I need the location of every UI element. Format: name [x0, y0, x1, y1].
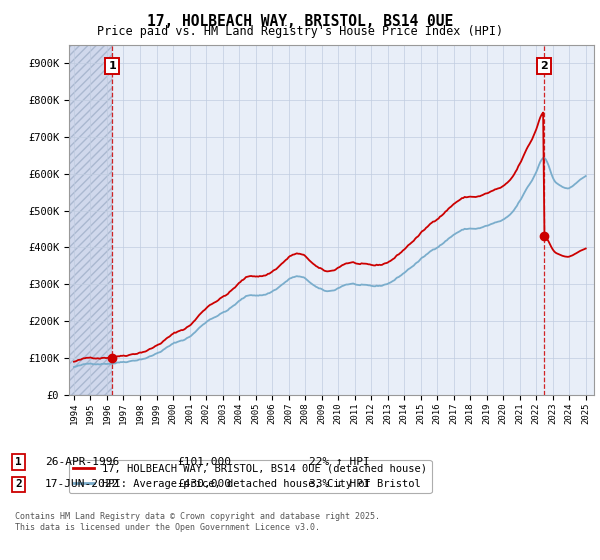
- Bar: [69, 45, 112, 395]
- Text: 17-JUN-2022: 17-JUN-2022: [45, 479, 119, 489]
- Text: 26-APR-1996: 26-APR-1996: [45, 457, 119, 467]
- Text: 1: 1: [15, 457, 22, 467]
- Text: 33% ↓ HPI: 33% ↓ HPI: [309, 479, 370, 489]
- Text: Price paid vs. HM Land Registry's House Price Index (HPI): Price paid vs. HM Land Registry's House …: [97, 25, 503, 38]
- Text: 2: 2: [15, 479, 22, 489]
- Text: 22% ↑ HPI: 22% ↑ HPI: [309, 457, 370, 467]
- Bar: [69, 45, 112, 395]
- Text: 2: 2: [540, 61, 548, 71]
- Legend: 17, HOLBEACH WAY, BRISTOL, BS14 0UE (detached house), HPI: Average price, detach: 17, HOLBEACH WAY, BRISTOL, BS14 0UE (det…: [69, 460, 431, 493]
- Text: 1: 1: [109, 61, 116, 71]
- Text: 17, HOLBEACH WAY, BRISTOL, BS14 0UE: 17, HOLBEACH WAY, BRISTOL, BS14 0UE: [147, 14, 453, 29]
- Text: £101,000: £101,000: [177, 457, 231, 467]
- Text: Contains HM Land Registry data © Crown copyright and database right 2025.
This d: Contains HM Land Registry data © Crown c…: [15, 512, 380, 532]
- Text: £430,000: £430,000: [177, 479, 231, 489]
